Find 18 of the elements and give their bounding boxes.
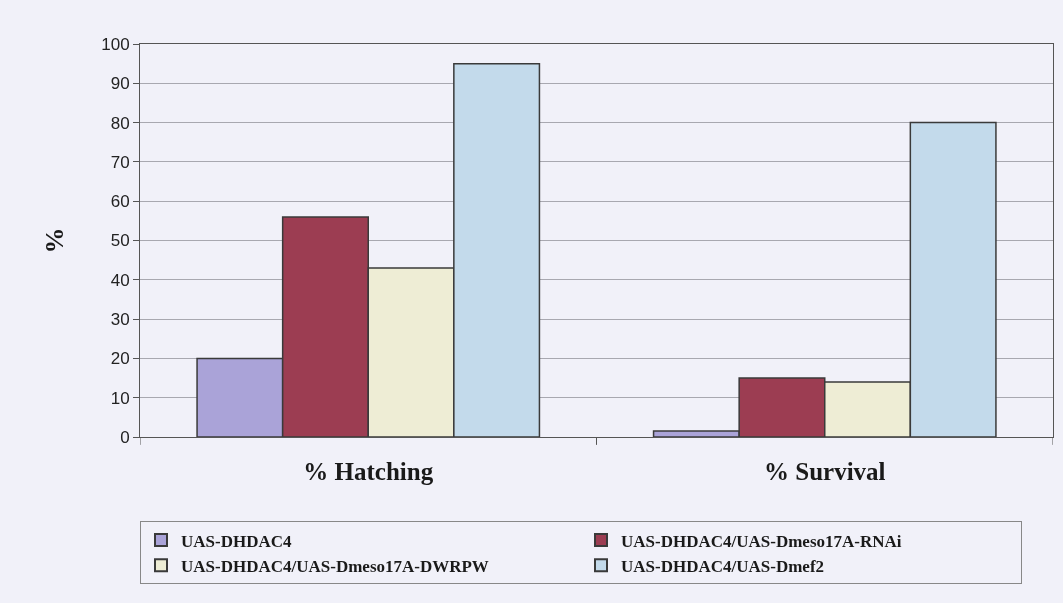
legend-label: UAS-DHDAC4/UAS-Dmef2	[621, 556, 825, 576]
y-tick-label: 40	[110, 270, 130, 290]
legend-label: UAS-DHDAC4/UAS-Dmeso17A-DWRPW	[181, 556, 489, 576]
y-tick-label: 10	[110, 388, 130, 408]
y-tick-label: 20	[110, 349, 130, 369]
y-tick-label: 60	[110, 192, 130, 212]
x-tick-label: % Survival	[763, 458, 886, 485]
y-tick-label: 50	[110, 231, 130, 251]
y-tick-label: 30	[110, 310, 130, 330]
y-tick-label: 100	[101, 34, 130, 54]
legend-label: UAS-DHDAC4/UAS-Dmeso17A-RNAi	[621, 531, 902, 551]
legend-label: UAS-DHDAC4	[181, 531, 292, 551]
x-tick-label: % Hatching	[303, 458, 434, 485]
y-tick-label: 0	[120, 427, 130, 447]
y-tick-label: 90	[110, 74, 130, 94]
y-axis-title: %	[39, 227, 69, 254]
y-tick-label: 70	[110, 152, 130, 172]
y-tick-label: 80	[110, 113, 130, 133]
